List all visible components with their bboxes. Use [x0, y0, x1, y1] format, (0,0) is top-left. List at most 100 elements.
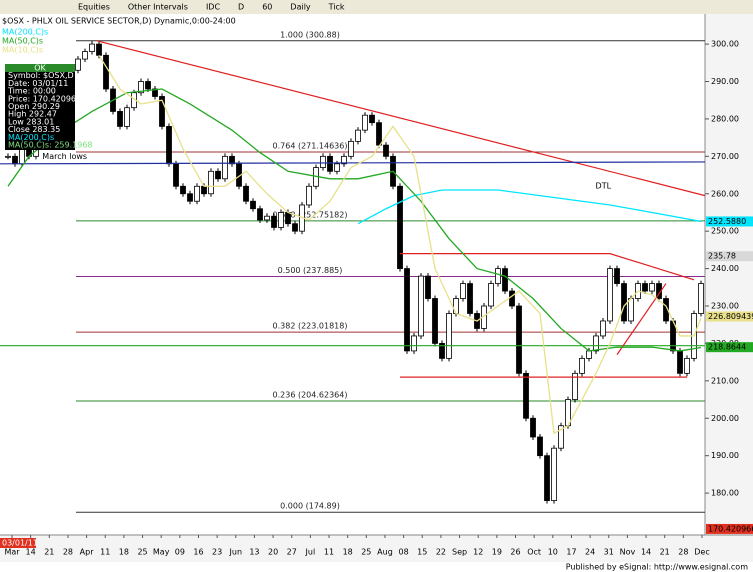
candle [173, 163, 179, 187]
candle [649, 283, 655, 292]
info-line: Price: 170.420966 [8, 94, 81, 103]
x-tick-label: 13 [249, 548, 259, 557]
candle [320, 155, 326, 168]
toolbar-item[interactable]: Tick [328, 3, 345, 12]
candle [355, 129, 361, 142]
candle [488, 283, 494, 307]
candle [544, 455, 550, 501]
candle [348, 140, 354, 157]
candle [19, 148, 25, 165]
candle [621, 283, 627, 322]
candle [327, 155, 333, 172]
toolbar-item[interactable]: 60 [262, 3, 272, 12]
value-tag [706, 342, 753, 353]
trend-label: March lows [42, 152, 87, 161]
x-tick-label: 12 [473, 548, 483, 557]
x-tick-label: Jun [229, 548, 243, 557]
candle [579, 357, 585, 374]
candle [334, 163, 340, 172]
candle [383, 144, 389, 157]
x-tick-label: Apr [80, 548, 95, 557]
y-tick-label: 230.00 [711, 302, 739, 311]
candle [677, 350, 683, 374]
candle [250, 200, 256, 210]
candle [96, 43, 102, 56]
x-tick-label: 09 [175, 548, 185, 557]
fib-label: 1.000 (300.88) [280, 30, 340, 39]
y-tick-label: 240.00 [711, 264, 739, 273]
cursor-date-box [0, 538, 36, 548]
candle [558, 425, 564, 449]
y-tick-label: 270.00 [711, 152, 739, 161]
info-line: MA(200,C)s [8, 133, 54, 142]
candle [628, 298, 634, 322]
footer-bg [0, 562, 753, 572]
candle [82, 51, 88, 60]
candle [306, 185, 312, 206]
y-tick-label: 260.00 [711, 189, 739, 198]
candle [215, 170, 221, 180]
candle [5, 155, 11, 158]
x-tick-label: 25 [137, 548, 147, 557]
value-tag-label: 218.8644 [708, 343, 746, 352]
trend-line [0, 161, 706, 165]
value-tag [706, 523, 753, 534]
x-tick-label: Oct [527, 548, 541, 557]
candle [166, 126, 172, 165]
value-tag-label: 170.420966 [708, 524, 753, 533]
candle [460, 283, 466, 299]
x-tick-label: 21 [44, 548, 54, 557]
x-tick-label: 22 [436, 548, 446, 557]
ma-line [98, 54, 702, 435]
candle [404, 268, 410, 352]
value-tag-label: 252.5880 [708, 217, 746, 226]
fib-label: 0.000 (174.89) [280, 502, 340, 511]
fib-label: 0.764 (271.14636) [273, 142, 348, 151]
info-line: Time: 00:00 [7, 87, 56, 96]
cursor-date: 03/01/11 [2, 539, 38, 548]
toolbar-item[interactable]: IDC [206, 3, 221, 12]
x-tick-label: 28 [678, 548, 688, 557]
info-line: Date: 03/01/11 [8, 79, 68, 88]
x-tick-label: Jul [305, 548, 316, 557]
x-tick-label: 21 [660, 548, 670, 557]
x-tick-label: 25 [361, 548, 371, 557]
toolbar-item[interactable]: Other Intervals [128, 3, 188, 12]
candle [516, 305, 522, 374]
y-tick-label: 210.00 [711, 376, 739, 385]
toolbar-item[interactable]: D [238, 3, 244, 12]
fib-label: 0.236 (204.62364) [273, 390, 348, 399]
x-tick-label: 08 [399, 548, 409, 557]
candle [642, 283, 648, 292]
y-tick-label: 300.00 [711, 40, 739, 49]
x-tick-label: 15 [417, 548, 427, 557]
x-tick-label: Mar [4, 548, 20, 557]
legend-entry: MA(10,C)s [2, 46, 43, 55]
x-tick-label: 10 [548, 548, 558, 557]
info-line: Close 283.35 [8, 125, 60, 134]
trend-label: DTL [596, 181, 612, 190]
toolbar-item[interactable]: Equities [78, 3, 110, 12]
x-tick-label: 14 [641, 548, 651, 557]
y-tick-label: 200.00 [711, 414, 739, 423]
toolbar-item[interactable]: Daily [290, 3, 311, 12]
candle [523, 372, 529, 419]
y-tick-label: 290.00 [711, 77, 739, 86]
candle [593, 335, 599, 352]
candle [362, 114, 368, 131]
info-line: Open 290.29 [8, 102, 60, 111]
info-line: OK [34, 64, 46, 73]
toolbar [0, 0, 753, 14]
candle [425, 275, 431, 299]
candle [229, 155, 235, 165]
x-tick-label: 26 [510, 548, 520, 557]
info-box-header [5, 64, 75, 72]
candle [117, 111, 123, 127]
candle [446, 313, 452, 359]
info-line: MA(50,C)s: 259.1968 [8, 141, 93, 150]
candle [684, 357, 690, 374]
candle [264, 215, 270, 221]
x-tick-label: 19 [492, 548, 502, 557]
